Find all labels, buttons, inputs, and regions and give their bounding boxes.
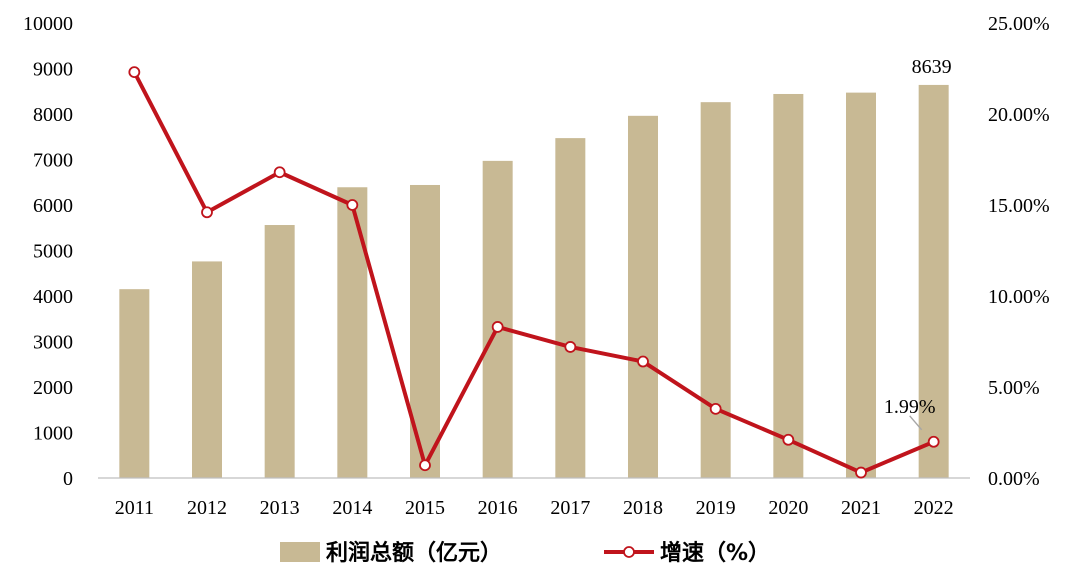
growth-point-2021 [855, 466, 867, 479]
bar-2018 [628, 115, 658, 478]
legend: 利润总额（亿元） 增速（%） [280, 540, 770, 566]
x-tick-label: 2020 [768, 497, 808, 519]
data-labels: 8639 1.99% [884, 56, 952, 431]
x-tick-label: 2017 [550, 497, 590, 519]
line-value-label: 1.99% [884, 396, 936, 418]
bar-2016 [482, 160, 513, 479]
bar-2020 [773, 93, 804, 478]
x-tick-label: 2012 [187, 497, 227, 519]
growth-point-2012 [201, 206, 213, 219]
growth-point-2011 [128, 66, 141, 79]
left-tick-label: 10000 [23, 13, 73, 35]
left-tick-label: 2000 [33, 377, 73, 399]
right-tick-label: 25.00% [988, 13, 1050, 35]
left-tick-label: 0 [63, 468, 73, 490]
x-tick-label: 2011 [115, 497, 154, 519]
legend-swatch-marker [623, 546, 635, 558]
left-tick-label: 5000 [33, 241, 73, 263]
x-tick-label: 2019 [696, 497, 736, 519]
left-tick-label: 8000 [33, 104, 73, 126]
bar-2019 [700, 102, 731, 479]
bar-2013 [264, 225, 295, 478]
legend-swatch-bar [280, 542, 320, 562]
right-tick-label: 15.00% [988, 195, 1050, 217]
x-tick-label: 2016 [478, 497, 518, 519]
right-tick-label: 10.00% [988, 286, 1050, 308]
growth-point-2020 [782, 433, 795, 446]
x-tick-label: 2013 [260, 497, 300, 519]
right-tick-label: 0.00% [988, 468, 1040, 490]
growth-point-2013 [273, 166, 286, 179]
bar-2021 [846, 92, 876, 479]
legend-label-bar: 利润总额（亿元） [326, 540, 502, 566]
axes: 0 1000 2000 3000 4000 5000 6000 7000 8000 9000 100… [23, 13, 1050, 519]
left-tick-label: 4000 [33, 286, 73, 308]
left-tick-label: 3000 [33, 332, 73, 354]
bar-2012 [192, 261, 222, 478]
x-tick-label: 2022 [914, 497, 954, 519]
bar-2017 [555, 138, 586, 479]
left-tick-label: 1000 [33, 423, 73, 445]
growth-point-2016 [491, 321, 504, 333]
growth-point-2017 [564, 341, 577, 353]
x-tick-label: 2021 [841, 497, 881, 519]
bar-2014 [337, 187, 368, 478]
x-tick-label: 2015 [405, 497, 445, 519]
growth-point-2019 [709, 402, 722, 415]
left-tick-label: 6000 [33, 195, 73, 217]
growth-point-2014 [346, 199, 359, 211]
bar-series [119, 84, 949, 479]
growth-point-2022 [927, 435, 940, 448]
growth-line [132, 71, 935, 475]
growth-point-2015 [419, 459, 431, 472]
bar-value-label: 8639 [912, 56, 952, 78]
left-tick-label: 9000 [33, 59, 73, 81]
line-series [128, 66, 940, 479]
x-tick-label: 2014 [332, 497, 372, 519]
x-tick-label: 2018 [623, 497, 663, 519]
line-label-leader [909, 415, 923, 431]
left-tick-label: 7000 [33, 150, 73, 172]
right-tick-label: 5.00% [988, 377, 1040, 399]
bar-2022 [918, 84, 949, 478]
bar-2011 [119, 289, 150, 478]
legend-label-line: 增速（%） [660, 540, 770, 566]
right-tick-label: 20.00% [988, 104, 1050, 126]
growth-point-2018 [637, 355, 649, 368]
